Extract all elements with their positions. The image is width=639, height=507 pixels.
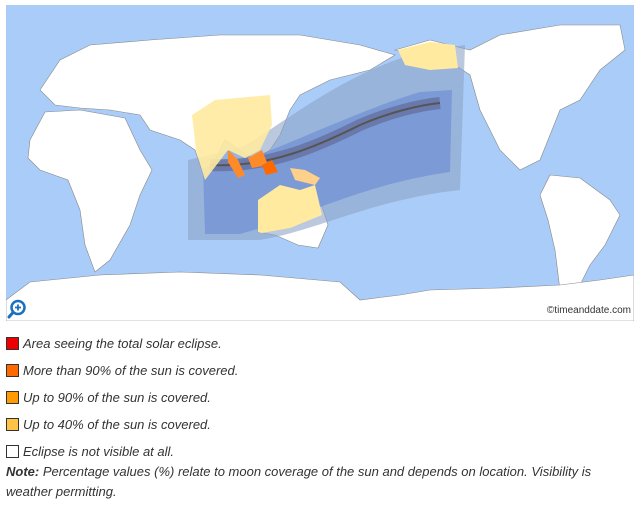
legend-label: Area seeing the total solar eclipse. [23, 336, 222, 351]
zoom-in-icon[interactable] [7, 299, 27, 319]
partial-regions [192, 42, 458, 233]
swatch-red [6, 337, 19, 350]
legend-label: More than 90% of the sun is covered. [23, 363, 239, 378]
note: Note: Percentage values (%) relate to mo… [6, 462, 626, 502]
africa [27, 109, 153, 273]
legend-item-up-to-90: Up to 90% of the sun is covered. [6, 384, 238, 411]
sumatra-90 [228, 150, 245, 178]
note-text: Percentage values (%) relate to moon cov… [6, 464, 592, 499]
swatch-dark-orange [6, 364, 19, 377]
swatch-white [6, 445, 19, 458]
legend-label: Up to 40% of the sun is covered. [23, 417, 211, 432]
legend: Area seeing the total solar eclipse. Mor… [6, 330, 238, 465]
legend-item-over-90: More than 90% of the sun is covered. [6, 357, 238, 384]
legend-label: Up to 90% of the sun is covered. [23, 390, 211, 405]
eclipse-map[interactable] [6, 5, 634, 321]
copyright: ©timeanddate.com [546, 305, 631, 316]
legend-item-total: Area seeing the total solar eclipse. [6, 330, 238, 357]
legend-item-up-to-40: Up to 40% of the sun is covered. [6, 411, 238, 438]
note-prefix: Note: [6, 464, 40, 479]
borneo-90 [248, 150, 268, 168]
legend-label: Eclipse is not visible at all. [23, 444, 175, 459]
swatch-yellow [6, 418, 19, 431]
antarctica [6, 271, 634, 321]
legend-item-not-visible: Eclipse is not visible at all. [6, 438, 238, 465]
swatch-orange [6, 391, 19, 404]
sulawesi-90 [262, 160, 278, 175]
